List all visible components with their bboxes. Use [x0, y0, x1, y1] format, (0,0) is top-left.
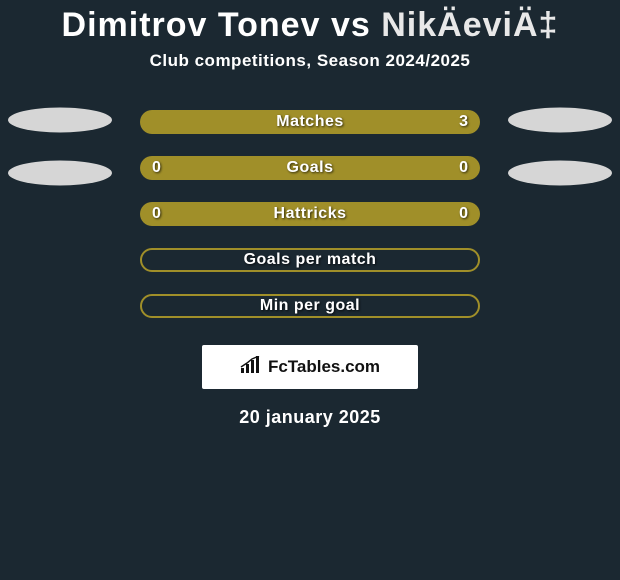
attribution-text: FcTables.com: [268, 357, 380, 377]
stat-bar-right-value: 0: [459, 205, 468, 223]
stat-bar-label: Goals per match: [244, 251, 377, 269]
stat-bar: Hattricks 0 0: [140, 202, 480, 226]
stat-bar-label: Hattricks: [274, 205, 347, 223]
stat-row: Min per goal: [0, 283, 620, 329]
date-text: 20 january 2025: [0, 407, 620, 428]
stat-bar-right-value: 3: [459, 113, 468, 131]
stat-bar: Goals per match: [140, 248, 480, 272]
stat-bar: Matches 3: [140, 110, 480, 134]
subtitle: Club competitions, Season 2024/2025: [0, 51, 620, 71]
stat-row: Matches 3: [0, 99, 620, 145]
stat-bar-left-value: 0: [152, 159, 161, 177]
left-ellipse: [8, 108, 112, 133]
stat-row: Hattricks 0 0: [0, 191, 620, 237]
stat-bar-label: Matches: [276, 113, 344, 131]
stat-row: Goals per match: [0, 237, 620, 283]
left-ellipse: [8, 161, 112, 186]
page-title: Dimitrov Tonev vs NikÄeviÄ‡: [0, 6, 620, 45]
stat-row: Goals 0 0: [0, 145, 620, 191]
attribution-icon: [240, 356, 262, 379]
player2-name: NikÄeviÄ‡: [381, 6, 558, 44]
stat-rows: Matches 3 Goals 0 0 Hattricks 0 0 Goals per matc…: [0, 99, 620, 329]
stat-bar: Goals 0 0: [140, 156, 480, 180]
player1-name: Dimitrov Tonev: [62, 6, 321, 44]
stat-bar-right-value: 0: [459, 159, 468, 177]
right-ellipse: [508, 108, 612, 133]
right-ellipse: [508, 161, 612, 186]
stat-bar-label: Min per goal: [260, 297, 360, 315]
attribution-box: FcTables.com: [202, 345, 418, 389]
vs-text: vs: [331, 6, 371, 44]
stat-bar-left-value: 0: [152, 205, 161, 223]
stat-bar: Min per goal: [140, 294, 480, 318]
stat-bar-label: Goals: [287, 159, 334, 177]
